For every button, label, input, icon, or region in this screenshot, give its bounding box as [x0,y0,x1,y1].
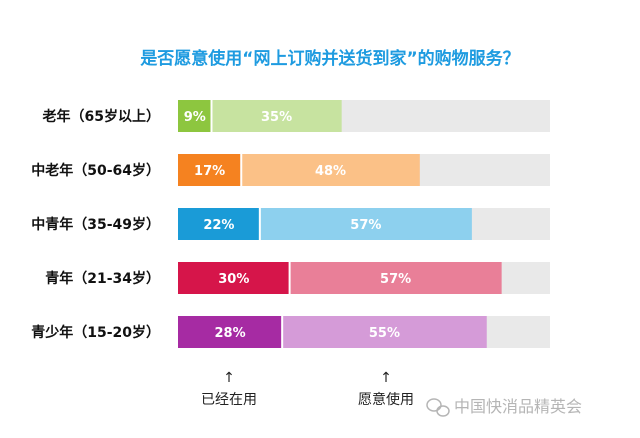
bar-used [178,316,283,348]
category-label: 中青年（35-49岁） [31,216,160,233]
bars-group: 老年（65岁以上） 9% 35% 中老年（50-64岁） 17% 48% 中青年（35-49… [31,100,550,348]
bar-willing [211,100,342,132]
bar-used-label: 9% [184,110,206,125]
bar-used-label: 17% [194,164,225,179]
chart-title: 是否愿意使用“网上订购并送货到家”的购物服务？ [140,48,519,69]
bar-used [178,154,242,186]
watermark: 中国快消品精英会 [426,397,582,417]
annotation-willing: ↑ 愿意使用 [358,370,414,408]
bar-willing-label: 48% [315,164,346,179]
bar-willing-label: 55% [369,326,400,341]
arrow-up-icon: ↑ [223,370,235,386]
bar-willing [259,208,472,240]
bar-divider [210,100,213,132]
annotation-willing-label: 愿意使用 [358,391,414,408]
bar-willing-label: 57% [380,272,411,287]
category-label: 中老年（50-64岁） [31,162,160,179]
watermark-text: 中国快消品精英会 [454,397,582,416]
bar-divider [281,316,284,348]
bar-used-label: 22% [203,218,234,233]
bar-used [178,262,290,294]
wechat-icon [426,398,450,417]
bar-divider [240,154,243,186]
arrow-up-icon: ↑ [380,370,392,386]
bar-divider [258,208,261,240]
category-label: 老年（65岁以上） [43,108,160,125]
bar-used [178,100,212,132]
bar-willing-label: 57% [350,218,381,233]
category-label: 青年（21-34岁） [45,270,160,287]
annotation-used-label: 已经在用 [201,392,257,408]
bar-used [178,208,260,240]
bar-used-label: 30% [218,272,249,287]
bar-willing [241,154,420,186]
bar-used-label: 28% [215,326,246,341]
bar-willing [289,262,502,294]
bar-divider [288,262,291,294]
category-label: 青少年（15-20岁） [31,324,160,341]
bar-willing-label: 35% [261,110,292,125]
bar-willing [282,316,487,348]
annotation-used: ↑ 已经在用 [201,370,257,408]
